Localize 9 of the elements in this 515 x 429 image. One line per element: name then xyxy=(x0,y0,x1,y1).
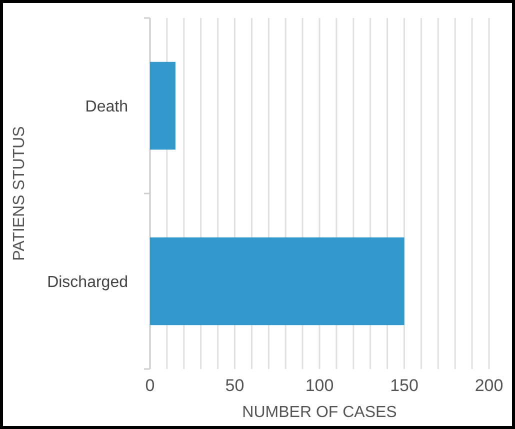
y-tick-label: Death xyxy=(85,98,128,116)
x-tick-label: 150 xyxy=(390,376,418,395)
x-tick-label: 50 xyxy=(225,376,244,395)
x-tick-label: 0 xyxy=(145,376,155,395)
x-tick-label: 200 xyxy=(474,376,504,395)
x-tick-label: 100 xyxy=(305,376,334,395)
y-axis-title: PATIENS STUTUS xyxy=(11,126,28,261)
y-tick-label: Discharged xyxy=(47,274,128,291)
x-axis-title: NUMBER OF CASES xyxy=(242,404,397,421)
